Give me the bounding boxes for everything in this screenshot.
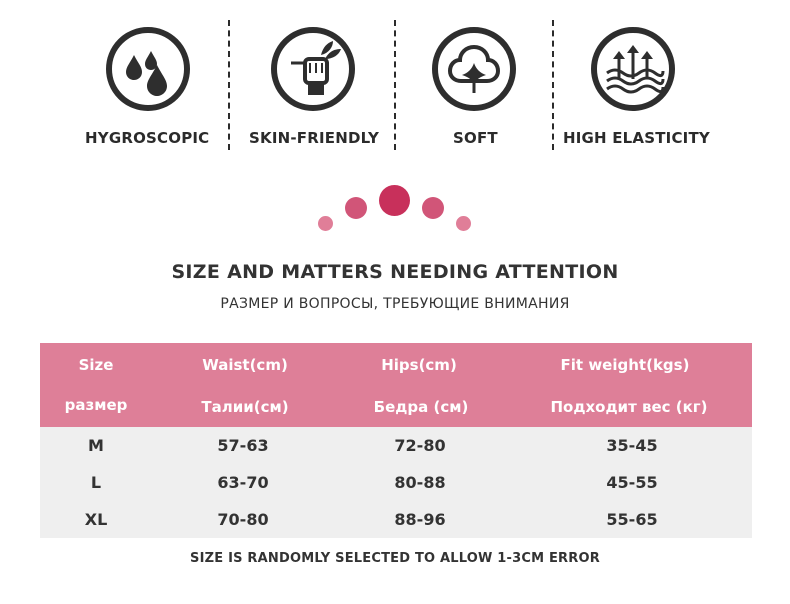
feature-label: HYGROSCOPIC bbox=[85, 129, 210, 147]
feature-label: SKIN-FRIENDLY bbox=[249, 129, 380, 147]
divider bbox=[552, 20, 554, 150]
table-cell: M bbox=[88, 436, 104, 455]
decorative-dots bbox=[0, 180, 790, 240]
feature-high-elasticity: HIGH ELASTICITY bbox=[0, 0, 790, 160]
header-waist: Waist(cm) bbox=[202, 356, 288, 374]
cotton-flower-icon bbox=[432, 27, 516, 111]
feature-label: HIGH ELASTICITY bbox=[563, 129, 710, 147]
section-subtitle: РАЗМЕР И ВОПРОСЫ, ТРЕБУЮЩИЕ ВНИМАНИЯ bbox=[220, 296, 570, 312]
table-cell: XL bbox=[84, 510, 108, 529]
water-drops-icon bbox=[106, 27, 190, 111]
dot-icon bbox=[318, 216, 333, 231]
table-cell: 45-55 bbox=[606, 473, 658, 492]
header-size-ru: размер bbox=[64, 396, 128, 414]
size-note: SIZE IS RANDOMLY SELECTED TO ALLOW 1-3CM… bbox=[190, 551, 600, 566]
header-size: Size bbox=[78, 356, 114, 374]
divider bbox=[394, 20, 396, 150]
size-table: Size Waist(cm) Hips(cm) Fit weight(kgs) … bbox=[40, 343, 752, 538]
header-hips: Hips(cm) bbox=[381, 356, 457, 374]
feature-soft: SOFT bbox=[0, 0, 790, 160]
feature-skin-friendly: SKIN-FRIENDLY bbox=[0, 0, 790, 160]
dot-icon bbox=[456, 216, 471, 231]
feature-row: HYGROSCOPIC SKIN-FRIENDLY bbox=[0, 0, 790, 160]
table-cell: 88-96 bbox=[394, 510, 446, 529]
header-fit-weight-ru: Подходит вес (кг) bbox=[550, 398, 708, 416]
table-header: Size Waist(cm) Hips(cm) Fit weight(kgs) … bbox=[40, 343, 752, 427]
fist-leaf-icon bbox=[271, 27, 355, 111]
header-hips-ru: Бедра (см) bbox=[373, 398, 469, 416]
feature-hygroscopic: HYGROSCOPIC bbox=[0, 0, 790, 160]
table-cell: 55-65 bbox=[606, 510, 658, 529]
section-title: SIZE AND MATTERS NEEDING ATTENTION bbox=[171, 261, 619, 283]
table-cell: 80-88 bbox=[394, 473, 446, 492]
feature-label: SOFT bbox=[453, 129, 498, 147]
table-cell: 70-80 bbox=[217, 510, 269, 529]
dot-icon bbox=[345, 197, 367, 219]
dot-icon bbox=[422, 197, 444, 219]
table-cell: 72-80 bbox=[394, 436, 446, 455]
table-cell: 57-63 bbox=[217, 436, 269, 455]
header-fit-weight: Fit weight(kgs) bbox=[560, 356, 690, 374]
table-cell: 63-70 bbox=[217, 473, 269, 492]
table-cell: 35-45 bbox=[606, 436, 658, 455]
divider bbox=[228, 20, 230, 150]
table-body: M 57-63 72-80 35-45 L 63-70 80-88 45-55 … bbox=[40, 427, 752, 538]
header-waist-ru: Талии(см) bbox=[201, 398, 289, 416]
stretch-arrows-icon bbox=[591, 27, 675, 111]
dot-icon bbox=[379, 185, 410, 216]
table-cell: L bbox=[90, 473, 102, 492]
